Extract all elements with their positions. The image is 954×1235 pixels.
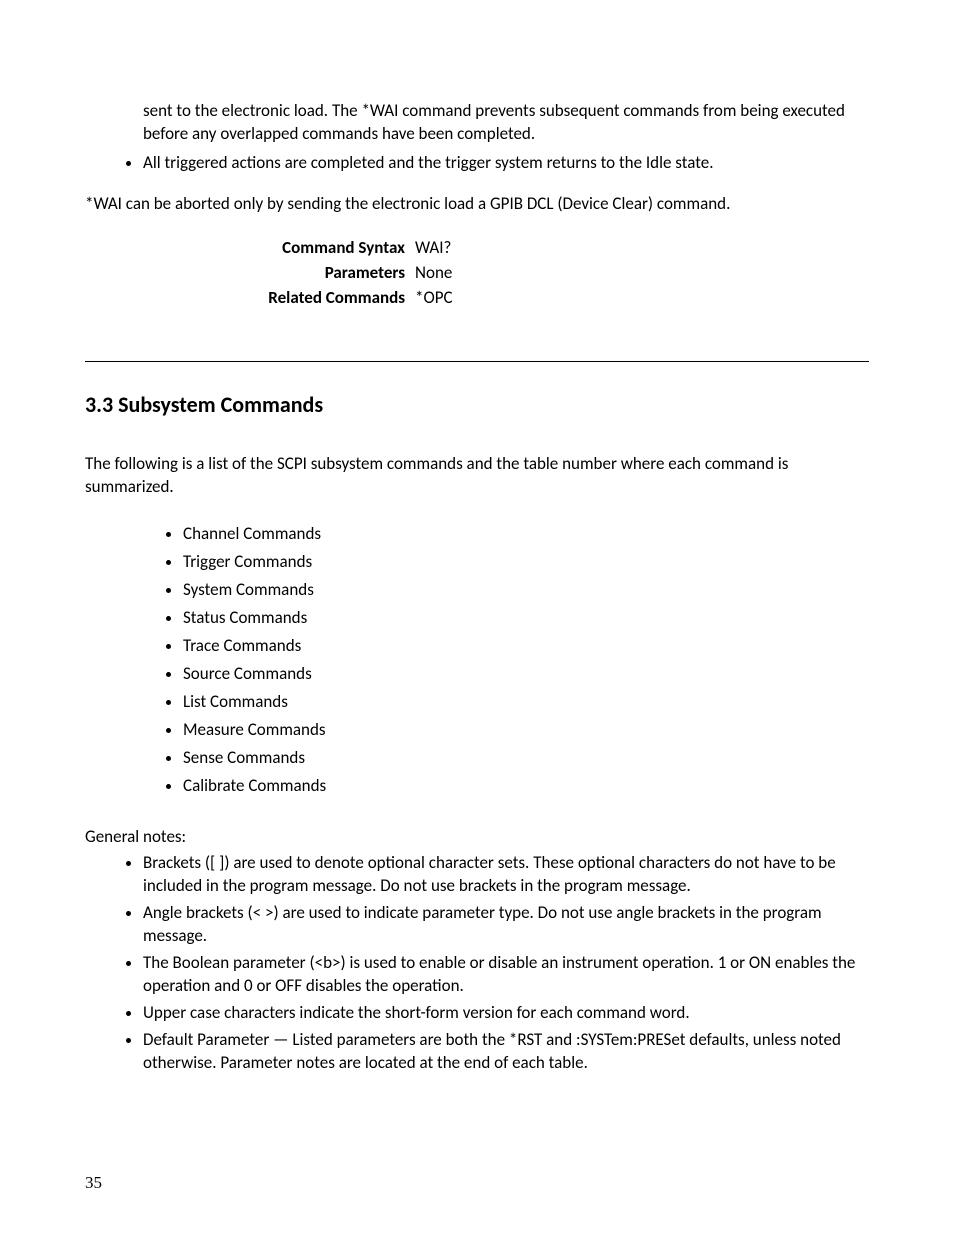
continuation-text: sent to the electronic load. The *WAI co… — [143, 100, 869, 146]
list-item: Measure Commands — [183, 719, 869, 742]
body-paragraph: The following is a list of the SCPI subs… — [85, 453, 869, 499]
list-item: The Boolean parameter (<b>) is used to e… — [143, 952, 869, 998]
list-item: Status Commands — [183, 607, 869, 630]
list-item: Default Parameter — Listed parameters ar… — [143, 1029, 869, 1075]
syntax-label: Command Syntax — [85, 236, 415, 261]
syntax-value: *OPC — [415, 286, 463, 311]
command-list: Channel Commands Trigger Commands System… — [85, 523, 869, 797]
syntax-label: Parameters — [85, 261, 415, 286]
syntax-table: Command Syntax WAI? Parameters None Rela… — [85, 236, 463, 311]
notes-list: Brackets ([ ]) are used to denote option… — [85, 852, 869, 1074]
notes-heading: General notes: — [85, 826, 869, 849]
syntax-value: None — [415, 261, 463, 286]
body-paragraph: *WAI can be aborted only by sending the … — [85, 193, 869, 216]
table-row: Command Syntax WAI? — [85, 236, 463, 261]
list-item: Trigger Commands — [183, 551, 869, 574]
list-item: Trace Commands — [183, 635, 869, 658]
list-item: Upper case characters indicate the short… — [143, 1002, 869, 1025]
table-row: Parameters None — [85, 261, 463, 286]
list-item: System Commands — [183, 579, 869, 602]
syntax-label: Related Commands — [85, 286, 415, 311]
table-row: Related Commands *OPC — [85, 286, 463, 311]
section-divider — [85, 361, 869, 362]
list-item: Angle brackets (< >) are used to indicat… — [143, 902, 869, 948]
list-item: List Commands — [183, 691, 869, 714]
list-item: Sense Commands — [183, 747, 869, 770]
page-number: 35 — [85, 1172, 102, 1195]
top-bullet-list: All triggered actions are completed and … — [85, 152, 869, 175]
document-page: sent to the electronic load. The *WAI co… — [0, 0, 954, 1139]
section-heading: 3.3 Subsystem Commands — [85, 390, 869, 420]
syntax-value: WAI? — [415, 236, 463, 261]
list-item: Calibrate Commands — [183, 775, 869, 798]
list-item: All triggered actions are completed and … — [143, 152, 869, 175]
list-item: Brackets ([ ]) are used to denote option… — [143, 852, 869, 898]
list-item: Source Commands — [183, 663, 869, 686]
list-item: Channel Commands — [183, 523, 869, 546]
